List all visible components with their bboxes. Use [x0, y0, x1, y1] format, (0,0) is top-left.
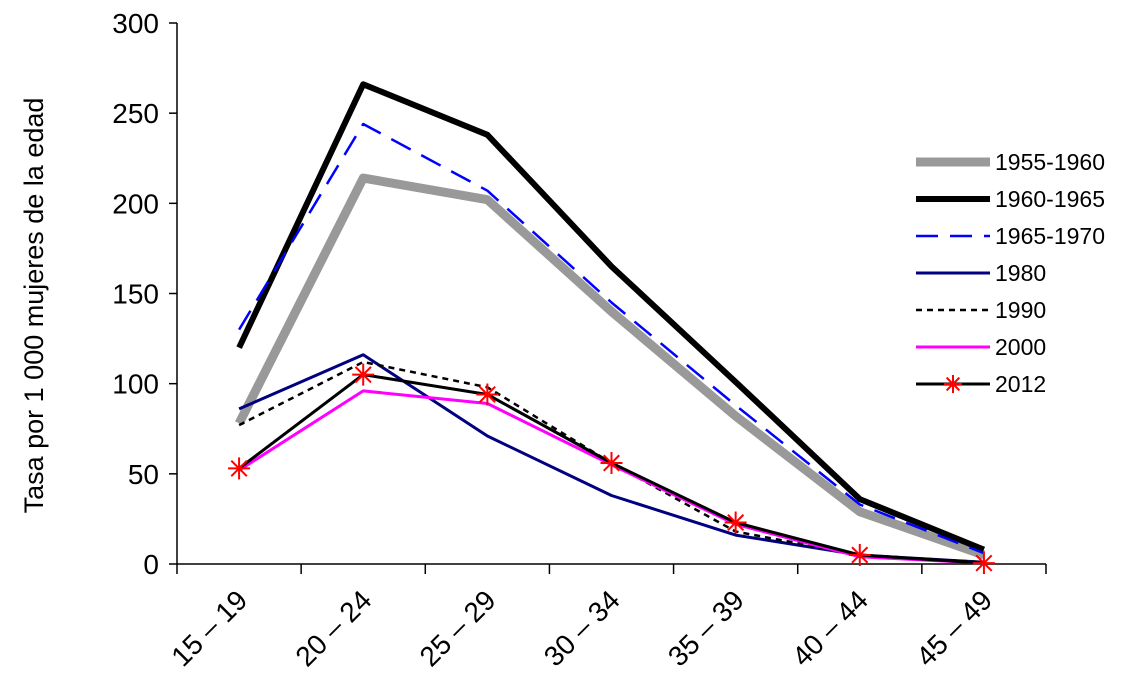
data-point-marker	[476, 383, 499, 406]
series-2012	[228, 363, 995, 575]
legend-item: 1965-1970	[916, 223, 1105, 249]
x-tick-label: 45 – 49	[910, 584, 998, 672]
y-tick-label: 100	[112, 369, 159, 400]
x-tick-label: 20 – 24	[289, 584, 377, 672]
y-axis-title: Tasa por 1 000 mujeres de la edad	[19, 98, 49, 514]
x-tick-label: 30 – 34	[538, 584, 626, 672]
x-tick-label: 40 – 44	[786, 584, 874, 672]
x-tick-label: 25 – 29	[414, 584, 502, 672]
legend-item: 1960-1965	[916, 186, 1105, 212]
series-line	[238, 122, 985, 555]
axes	[169, 22, 1047, 574]
legend-item: 1955-1960	[916, 149, 1105, 175]
legend-item: 1990	[916, 297, 1046, 323]
series-line	[236, 81, 986, 553]
data-point-marker	[228, 457, 251, 480]
series-layer	[228, 81, 995, 575]
legend-item: 2000	[916, 334, 1046, 360]
series-line	[235, 173, 986, 560]
legend-marker	[944, 375, 962, 393]
data-point-marker	[972, 552, 995, 575]
series-line	[238, 389, 984, 565]
x-tick-label: 35 – 39	[662, 584, 750, 672]
data-point-marker	[600, 452, 623, 475]
y-tick-label: 250	[112, 98, 159, 129]
y-tick-label: 300	[112, 8, 159, 39]
legend-label: 1980	[995, 260, 1046, 286]
legend-item: 2012	[916, 371, 1046, 397]
y-tick-label: 200	[112, 188, 159, 219]
data-point-marker	[352, 363, 375, 386]
legend-label: 1960-1965	[995, 186, 1105, 212]
x-tick-label: 15 – 19	[165, 584, 253, 672]
series-1965-1970	[238, 122, 985, 555]
y-tick-label: 0	[143, 549, 159, 580]
series-1955-1960	[235, 173, 986, 560]
legend-item: 1980	[916, 260, 1046, 286]
data-point-marker	[848, 543, 871, 566]
series-1960-1965	[236, 81, 986, 553]
data-point-marker	[724, 511, 747, 534]
series-2000	[238, 389, 984, 565]
legend-label: 2000	[995, 334, 1046, 360]
y-tick-label: 150	[112, 279, 159, 310]
legend-label: 1965-1970	[995, 223, 1105, 249]
legend: 1955-1960 1960-1965 1965-1970 1980 1990 2000 2…	[916, 149, 1105, 397]
legend-label: 2012	[995, 371, 1046, 397]
legend-label: 1990	[995, 297, 1046, 323]
y-tick-label: 50	[128, 459, 159, 490]
legend-label: 1955-1960	[995, 149, 1105, 175]
